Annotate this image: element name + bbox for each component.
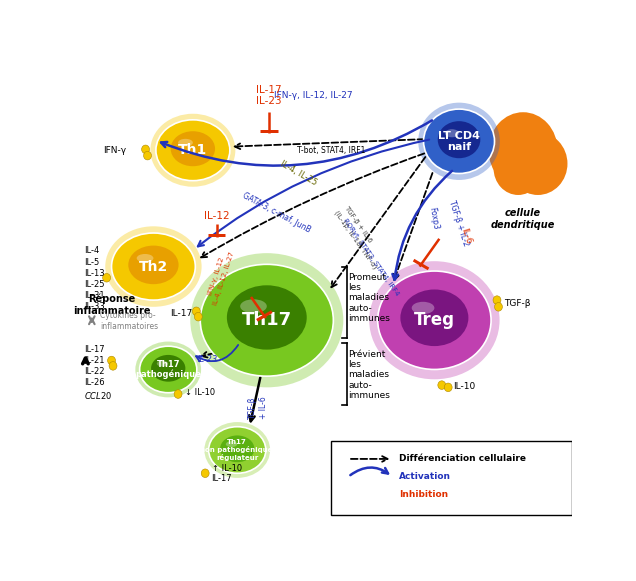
Text: IL-4
IL-5
IL-13
IL-25
IL-31
IL-33: IL-4 IL-5 IL-13 IL-25 IL-31 IL-33 (85, 246, 105, 311)
Ellipse shape (370, 261, 499, 379)
Text: TGF-β
+ IL-6: TGF-β + IL-6 (248, 396, 268, 419)
Ellipse shape (151, 355, 185, 382)
Text: Th17
pathogénique: Th17 pathogénique (135, 360, 201, 379)
Text: ↑ IL-10
IL-17: ↑ IL-10 IL-17 (212, 464, 242, 483)
Text: IL-17
IL-21
IL-22
IL-26
$\it{CCL20}$: IL-17 IL-21 IL-22 IL-26 $\it{CCL20}$ (85, 345, 113, 401)
Text: IL-10: IL-10 (453, 382, 475, 391)
Ellipse shape (144, 151, 151, 160)
Text: Inhibition: Inhibition (399, 490, 448, 499)
Text: Réponse
inflammatoire: Réponse inflammatoire (73, 293, 150, 315)
Text: IL-17
IL-23: IL-17 IL-23 (256, 85, 282, 106)
Ellipse shape (150, 114, 235, 187)
Ellipse shape (105, 226, 202, 307)
Ellipse shape (401, 289, 468, 346)
Text: T-bot, STAT4, IRF1: T-bot, STAT4, IRF1 (296, 146, 365, 155)
Ellipse shape (226, 441, 237, 447)
Ellipse shape (378, 271, 491, 370)
Ellipse shape (209, 426, 266, 474)
Ellipse shape (227, 285, 307, 350)
Ellipse shape (438, 381, 446, 389)
Text: IFN-γ, IL-12, IL-27: IFN-γ, IL-12, IL-27 (274, 91, 353, 100)
Text: Treg: Treg (414, 311, 455, 329)
Ellipse shape (156, 120, 230, 181)
Text: LT CD4
naif: LT CD4 naif (438, 131, 480, 152)
Ellipse shape (174, 390, 182, 399)
Text: cellule
dendritique: cellule dendritique (491, 209, 555, 230)
Ellipse shape (178, 139, 193, 146)
Ellipse shape (508, 132, 567, 195)
Text: TGF-β: TGF-β (504, 299, 531, 308)
Ellipse shape (142, 145, 149, 153)
Ellipse shape (128, 246, 179, 284)
Text: Promeut
les
maladies
auto-
immunes: Promeut les maladies auto- immunes (348, 272, 390, 323)
Text: Th2: Th2 (139, 260, 168, 274)
Ellipse shape (109, 361, 117, 370)
Text: Th1: Th1 (178, 144, 207, 157)
Text: IL-6: IL-6 (460, 227, 473, 245)
FancyBboxPatch shape (331, 441, 572, 515)
Ellipse shape (204, 422, 270, 478)
Ellipse shape (445, 129, 459, 137)
Ellipse shape (488, 112, 558, 188)
Ellipse shape (137, 254, 153, 263)
Ellipse shape (444, 383, 452, 392)
Ellipse shape (190, 253, 343, 388)
Ellipse shape (495, 303, 502, 311)
Ellipse shape (111, 233, 195, 300)
Ellipse shape (438, 121, 480, 158)
Text: Foxp3: Foxp3 (427, 206, 440, 230)
Text: Prévient
les
maladies
auto-
immunes: Prévient les maladies auto- immunes (348, 350, 390, 400)
Ellipse shape (107, 356, 116, 365)
Text: IL-12: IL-12 (204, 211, 230, 221)
Ellipse shape (220, 435, 254, 462)
Ellipse shape (192, 307, 200, 315)
Ellipse shape (201, 469, 209, 478)
Text: GATA-3, c-maf, JunB: GATA-3, c-maf, JunB (241, 191, 312, 235)
Text: IFN-γ: IFN-γ (103, 146, 127, 155)
Text: TGF-β + IL-2: TGF-β + IL-2 (447, 199, 471, 247)
Text: IL-17: IL-17 (170, 309, 192, 318)
Text: IL-23: IL-23 (198, 355, 218, 364)
Text: RORγt, STAT3, STAT4, IRF4: RORγt, STAT3, STAT4, IRF4 (342, 217, 400, 296)
Ellipse shape (170, 131, 215, 166)
Text: Différenciation cellulaire: Différenciation cellulaire (399, 454, 526, 464)
Text: IL-4, IL-25: IL-4, IL-25 (279, 159, 319, 188)
Ellipse shape (102, 274, 111, 282)
Text: Th17
non pathogénique/
régulateur: Th17 non pathogénique/ régulateur (200, 439, 275, 461)
Ellipse shape (240, 299, 267, 313)
Ellipse shape (157, 361, 168, 367)
Text: (IL-1β, IL-18, TNF-α): (IL-1β, IL-18, TNF-α) (333, 209, 378, 270)
Ellipse shape (418, 103, 500, 180)
Ellipse shape (411, 302, 434, 314)
Text: Th17: Th17 (242, 311, 292, 329)
Ellipse shape (195, 313, 202, 321)
Text: Cytokines pro-
inflammatoires: Cytokines pro- inflammatoires (100, 311, 158, 331)
Text: IFN-γ, IL-12
IL-4, IL-12, IL-27: IFN-γ, IL-12 IL-4, IL-12, IL-27 (205, 249, 235, 306)
Ellipse shape (493, 296, 501, 304)
Ellipse shape (140, 346, 197, 393)
Ellipse shape (424, 109, 495, 174)
Text: Activation: Activation (399, 472, 451, 481)
Text: TGF-β + IL-6: TGF-β + IL-6 (343, 205, 373, 243)
Ellipse shape (135, 342, 201, 397)
Ellipse shape (511, 123, 555, 168)
Text: ↓ IL-10: ↓ IL-10 (186, 388, 216, 397)
Ellipse shape (494, 141, 543, 195)
Ellipse shape (200, 264, 333, 376)
